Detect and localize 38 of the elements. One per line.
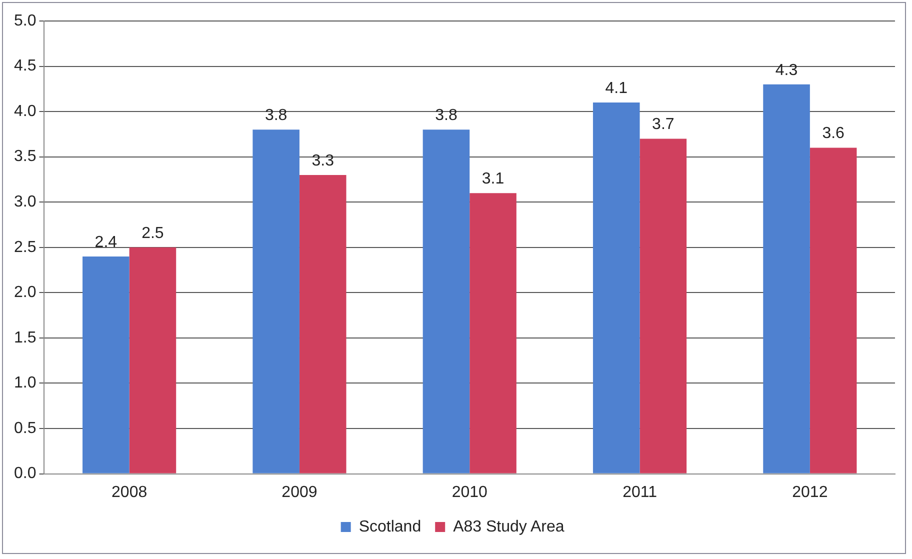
- x-tick-label: 2008: [112, 484, 148, 501]
- data-label: 3.3: [312, 152, 334, 170]
- y-tick-label: 3.0: [14, 194, 36, 211]
- x-tick-label: 2009: [282, 484, 318, 501]
- y-tick-label: 1.0: [14, 374, 36, 392]
- y-tick-label: 0.5: [14, 420, 36, 437]
- y-tick-label: 2.5: [14, 238, 36, 256]
- x-tick-label: 2012: [792, 484, 828, 501]
- legend-label: Scotland: [358, 518, 422, 536]
- y-tick-label: 4.5: [14, 58, 36, 75]
- x-tick-label: 2010: [452, 484, 488, 501]
- bar: [640, 138, 687, 474]
- data-label: 3.8: [264, 107, 288, 124]
- bar: [422, 130, 470, 474]
- bar: [129, 247, 176, 474]
- bar: [82, 256, 130, 474]
- data-label: 3.8: [435, 107, 458, 124]
- bar: [252, 130, 300, 474]
- y-tick-label: 3.5: [14, 148, 36, 166]
- bar: [470, 193, 516, 474]
- data-label: 2.4: [94, 234, 118, 251]
- bar: [810, 148, 857, 474]
- y-tick-label: 0.0: [14, 465, 36, 482]
- bar: [592, 102, 640, 474]
- data-label: 3.1: [482, 170, 504, 188]
- y-tick-label: 1.5: [14, 329, 36, 346]
- data-label: 4.1: [605, 80, 628, 97]
- y-tick-label: 2.0: [14, 284, 36, 302]
- bar: [763, 84, 810, 474]
- legend-label: A83 Study Area: [453, 518, 564, 536]
- bar: [299, 174, 346, 474]
- y-tick-label: 4.0: [14, 102, 36, 120]
- y-tick-label: 5.0: [14, 12, 36, 30]
- data-label: 4.3: [775, 62, 798, 79]
- x-tick-label: 2011: [622, 484, 658, 501]
- data-label: 3.6: [822, 125, 845, 142]
- data-label: 3.7: [652, 116, 674, 134]
- data-label: 2.5: [142, 224, 164, 242]
